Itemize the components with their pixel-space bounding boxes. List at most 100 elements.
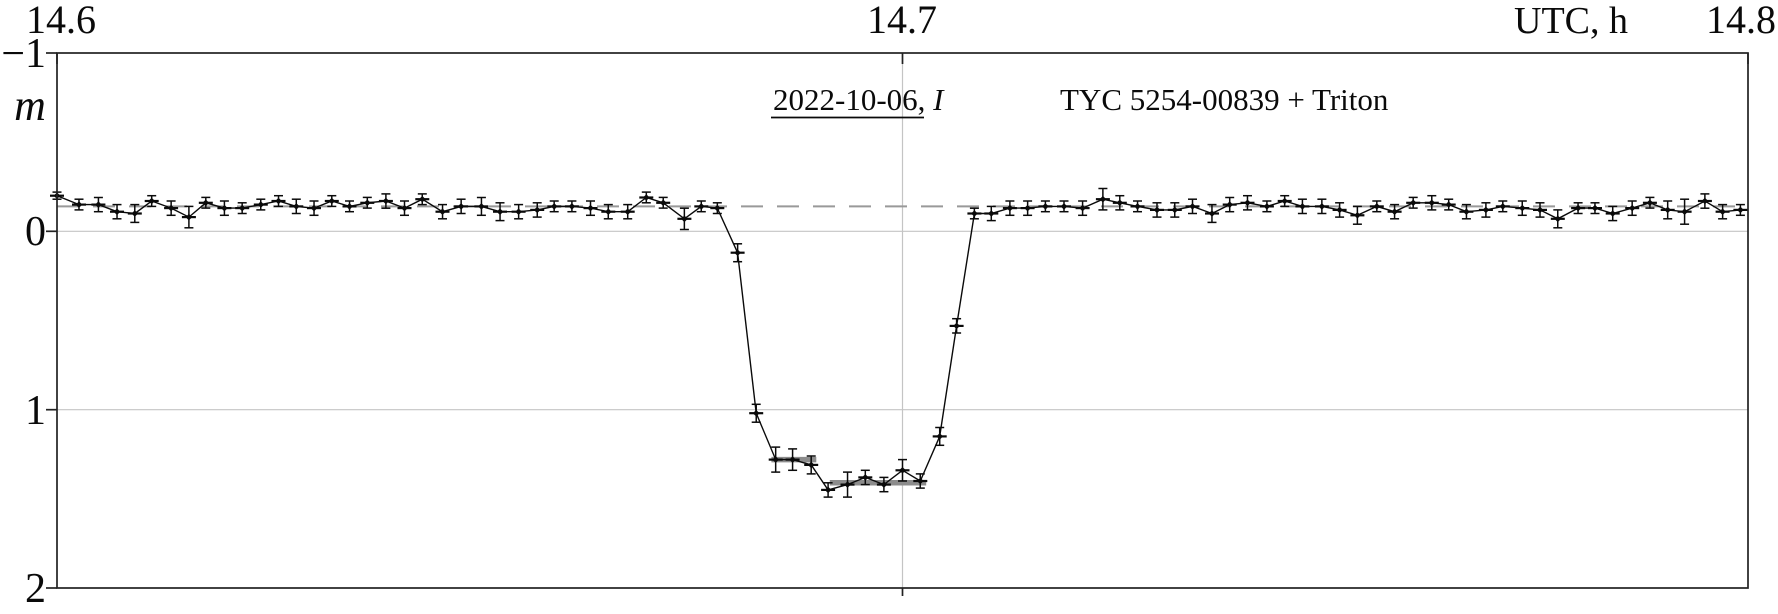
data-point: [547, 200, 562, 213]
y-tick-label-2: 2: [25, 566, 46, 612]
marker-diamond: [681, 215, 688, 223]
marker-diamond: [659, 199, 667, 207]
marker-diamond: [1060, 203, 1068, 210]
data-point: [840, 471, 855, 498]
data-point: [360, 196, 375, 209]
marker-diamond: [1024, 204, 1031, 212]
marker-diamond: [550, 203, 558, 210]
marker-diamond: [1409, 199, 1417, 207]
marker-diamond: [587, 204, 594, 212]
marker-diamond: [988, 210, 995, 217]
data-point: [271, 194, 286, 208]
data-point: [1550, 209, 1565, 229]
data-point: [530, 202, 545, 218]
marker-diamond: [221, 204, 228, 212]
marker-diamond: [1499, 203, 1507, 210]
marker-diamond: [1079, 204, 1086, 212]
marker-diamond: [95, 201, 102, 208]
data-point: [639, 191, 654, 204]
date-filter-annotation: 2022-10-06, I: [773, 82, 945, 117]
data-point: [1571, 202, 1586, 215]
data-point: [768, 446, 783, 473]
data-point: [493, 202, 507, 222]
data-point: [324, 194, 339, 208]
marker-diamond: [624, 208, 631, 215]
marker-diamond: [113, 208, 121, 215]
marker-diamond: [1701, 197, 1709, 205]
data-point: [1642, 196, 1657, 209]
data-point: [1605, 205, 1620, 222]
marker-diamond: [1263, 203, 1271, 210]
marker-diamond: [364, 199, 371, 207]
data-points-layer: [50, 187, 1748, 498]
data-point: [1478, 202, 1493, 218]
data-point: [677, 207, 692, 231]
marker-diamond: [1153, 206, 1161, 214]
data-point: [1095, 187, 1110, 211]
data-point: [1715, 203, 1730, 220]
data-point: [710, 202, 725, 215]
data-point: [1677, 198, 1692, 225]
marker-diamond: [478, 203, 485, 210]
data-point: [1150, 202, 1164, 218]
data-point: [1277, 194, 1292, 208]
y-tick-label-minus1: −1: [1, 31, 46, 77]
data-point: [1515, 200, 1530, 217]
y-axis-label: m: [14, 81, 46, 130]
data-point: [656, 196, 671, 209]
marker-diamond: [1006, 204, 1014, 212]
data-point: [1697, 193, 1712, 209]
marker-diamond: [1463, 208, 1470, 215]
marker-diamond: [1189, 203, 1196, 210]
marker-diamond: [419, 195, 426, 203]
data-point: [342, 200, 357, 213]
marker-diamond: [1574, 204, 1582, 212]
data-point: [289, 198, 304, 215]
marker-diamond: [789, 456, 796, 463]
marker-diamond: [1737, 206, 1744, 214]
data-point: [1112, 194, 1127, 211]
data-point: [1406, 196, 1421, 209]
marker-diamond: [257, 201, 265, 208]
marker-diamond: [328, 197, 336, 205]
marker-diamond: [568, 203, 576, 210]
marker-diamond: [401, 204, 408, 212]
data-point: [1038, 200, 1053, 213]
marker-diamond: [1519, 204, 1526, 212]
data-point: [1002, 200, 1017, 217]
data-point: [804, 455, 819, 475]
marker-diamond: [752, 409, 760, 417]
data-point: [1130, 200, 1145, 213]
marker-diamond: [1591, 204, 1599, 212]
marker-diamond: [131, 210, 139, 217]
marker-diamond: [899, 467, 906, 474]
data-point: [1441, 198, 1456, 211]
marker-diamond: [1134, 203, 1141, 210]
data-point: [949, 317, 964, 334]
marker-diamond: [185, 213, 193, 221]
data-point: [253, 198, 268, 211]
marker-diamond: [1354, 212, 1361, 219]
marker-diamond: [1646, 199, 1654, 207]
marker-diamond: [1628, 204, 1636, 212]
data-point: [932, 426, 947, 447]
filter-band-text: I: [932, 82, 945, 117]
data-point: [397, 200, 412, 217]
marker-diamond: [1226, 201, 1233, 208]
data-point: [1424, 194, 1439, 211]
series-line: [56, 195, 1741, 491]
data-point: [1533, 202, 1547, 218]
data-point: [564, 200, 579, 213]
data-point: [620, 203, 635, 220]
marker-diamond: [439, 208, 446, 215]
marker-diamond: [917, 477, 924, 485]
data-point: [1075, 200, 1090, 217]
marker-diamond: [1116, 199, 1124, 207]
marker-diamond: [148, 197, 155, 205]
data-point: [984, 205, 999, 222]
marker-diamond: [1373, 203, 1381, 210]
data-point: [1240, 194, 1255, 211]
marker-diamond: [238, 204, 246, 212]
data-point: [454, 198, 469, 215]
data-point: [730, 243, 745, 263]
